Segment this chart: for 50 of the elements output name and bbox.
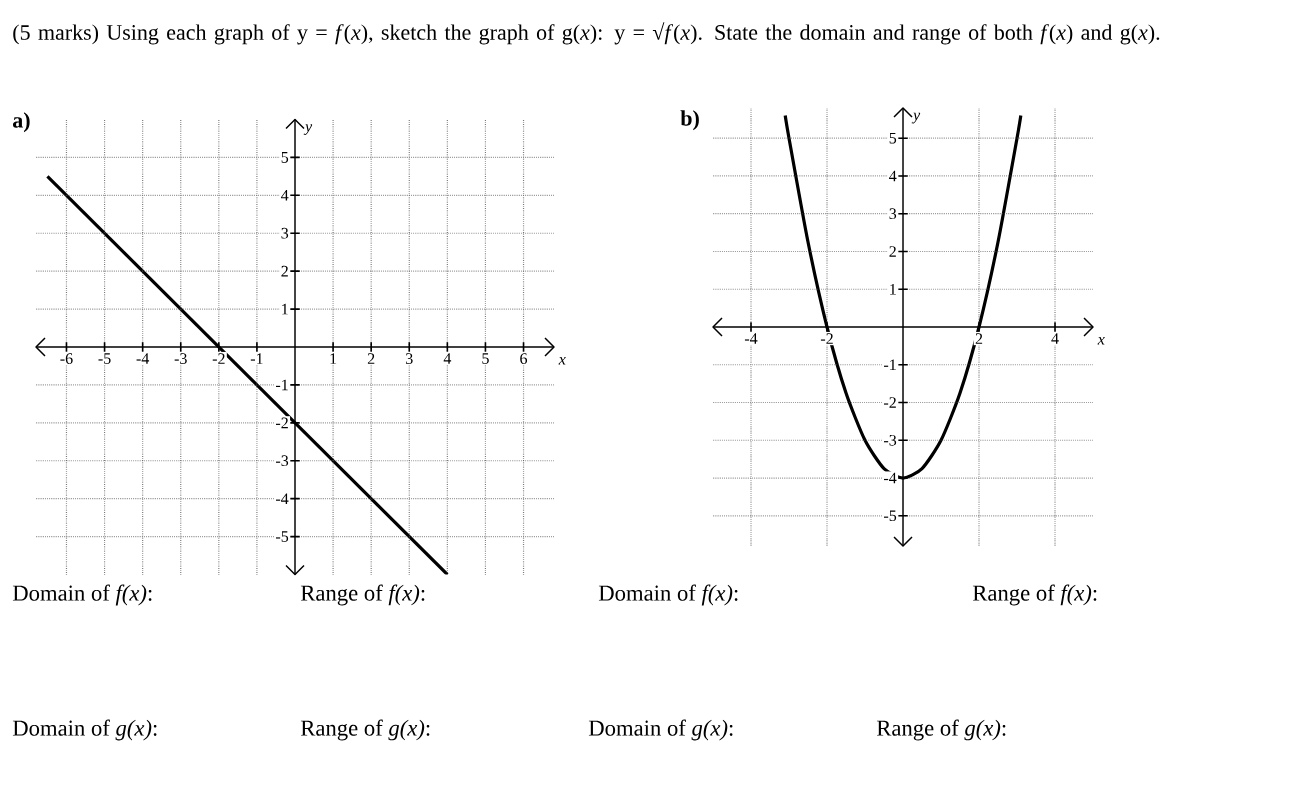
y-axis-title: y (911, 112, 921, 124)
text: Range of g(x): (300, 719, 430, 741)
y-tick-label: 5 (281, 152, 289, 163)
y-tick-label: 4 (889, 170, 897, 182)
y-tick-label: 3 (281, 227, 289, 239)
y-tick-label: -2 (884, 397, 896, 408)
text: Range of f(x): (300, 584, 425, 606)
y-tick-label: -4 (884, 472, 897, 484)
x-axis-title: x (558, 357, 566, 365)
x-tick-label: -4 (136, 353, 150, 364)
text: Range of g(x): (876, 719, 1006, 741)
x-tick-label: -1 (250, 353, 263, 364)
x-axis-title: x (1097, 337, 1105, 345)
text: Domain of f(x): (12, 584, 152, 606)
x-tick-label: -4 (744, 333, 758, 344)
x-tick-label: 2 (975, 333, 983, 344)
chart-title: (5 marks) Using each graph of y = f(x), sketch the graph of g(x): y = √f(x). State the domain and range of both f(x) and g(x). (13, 22, 1160, 45)
x-tick-label: 6 (520, 353, 528, 364)
y-tick-label: 4 (281, 190, 289, 201)
x-tick-label: -5 (98, 353, 111, 364)
y-tick-label: -1 (276, 379, 288, 391)
x-tick-label: 5 (482, 353, 489, 364)
y-tick-label: -3 (884, 434, 897, 446)
text: Range of f(x): (972, 584, 1097, 606)
y-tick-label: -2 (276, 417, 288, 429)
y-axis-title: y (303, 124, 313, 135)
x-tick-label: 4 (443, 353, 452, 364)
x-tick-label: 3 (406, 353, 413, 364)
chart-subtitle: b) (680, 110, 699, 131)
y-tick-label: 1 (890, 283, 896, 295)
y-tick-label: 1 (282, 303, 288, 315)
y-tick-label: -5 (276, 531, 289, 542)
x-tick-label: 1 (330, 353, 337, 364)
text: Domain of f(x): (598, 584, 738, 606)
y-tick-label: -3 (276, 455, 289, 467)
x-tick-label: 4 (1051, 333, 1059, 344)
x-tick-label: -2 (212, 353, 225, 364)
y-tick-label: 5 (889, 132, 897, 144)
chart-subtitle: a) (12, 112, 30, 133)
y-tick-label: 3 (889, 208, 897, 220)
text: Domain of g(x): (588, 719, 733, 741)
x-tick-label: 2 (367, 353, 375, 364)
y-tick-label: 2 (889, 246, 896, 257)
y-tick-label: 2 (281, 265, 288, 277)
x-tick-label: -6 (60, 353, 73, 364)
y-tick-label: -4 (276, 493, 289, 504)
x-tick-label: -3 (174, 353, 187, 364)
x-tick-label: -2 (820, 333, 833, 344)
text: Domain of g(x): (12, 719, 157, 741)
y-tick-label: -5 (884, 510, 897, 522)
